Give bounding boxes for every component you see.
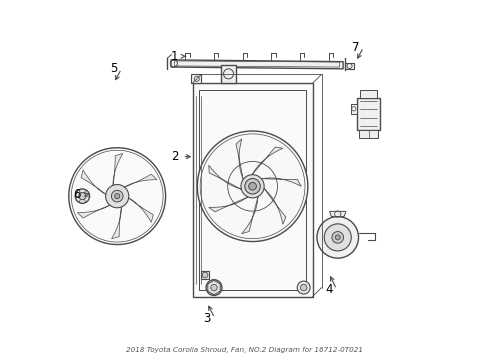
Text: 2: 2 (170, 150, 178, 163)
Polygon shape (81, 170, 108, 197)
Circle shape (335, 235, 340, 240)
Circle shape (297, 281, 309, 294)
Circle shape (248, 183, 256, 190)
Bar (360, 90, 376, 98)
Polygon shape (77, 204, 113, 218)
Text: 4: 4 (325, 283, 332, 296)
Text: 3: 3 (203, 311, 210, 325)
Polygon shape (171, 60, 343, 69)
Text: 6: 6 (73, 188, 81, 201)
Text: 7: 7 (351, 41, 359, 54)
Text: 2018 Toyota Corolla Shroud, Fan, NO.2 Diagram for 16712-0T021: 2018 Toyota Corolla Shroud, Fan, NO.2 Di… (126, 347, 362, 353)
Bar (192, 83, 312, 297)
Polygon shape (329, 211, 346, 217)
Polygon shape (125, 196, 153, 222)
Polygon shape (264, 188, 285, 224)
Circle shape (75, 189, 89, 203)
Bar (201, 271, 209, 279)
Text: 5: 5 (110, 62, 117, 75)
Circle shape (197, 131, 307, 242)
Bar (357, 98, 379, 130)
Circle shape (324, 224, 350, 251)
Polygon shape (208, 197, 247, 212)
Polygon shape (112, 153, 122, 189)
Circle shape (244, 179, 260, 194)
Circle shape (206, 280, 222, 296)
Circle shape (114, 194, 120, 199)
Circle shape (111, 190, 123, 202)
Circle shape (210, 284, 217, 291)
Circle shape (69, 148, 165, 244)
Circle shape (202, 272, 207, 278)
Circle shape (300, 284, 306, 291)
Polygon shape (261, 178, 301, 186)
Bar (359, 130, 377, 138)
Circle shape (331, 231, 343, 243)
Bar (190, 74, 201, 83)
Circle shape (105, 185, 128, 208)
Text: 1: 1 (170, 50, 178, 63)
Polygon shape (121, 174, 157, 188)
Bar (350, 104, 357, 114)
Circle shape (316, 217, 358, 258)
Circle shape (241, 175, 264, 198)
Bar (221, 64, 235, 83)
Polygon shape (236, 139, 243, 180)
Polygon shape (241, 197, 258, 234)
Polygon shape (208, 165, 241, 189)
Polygon shape (344, 63, 353, 69)
Circle shape (79, 193, 86, 200)
Bar (199, 90, 305, 290)
Polygon shape (111, 203, 122, 239)
Polygon shape (251, 147, 283, 175)
